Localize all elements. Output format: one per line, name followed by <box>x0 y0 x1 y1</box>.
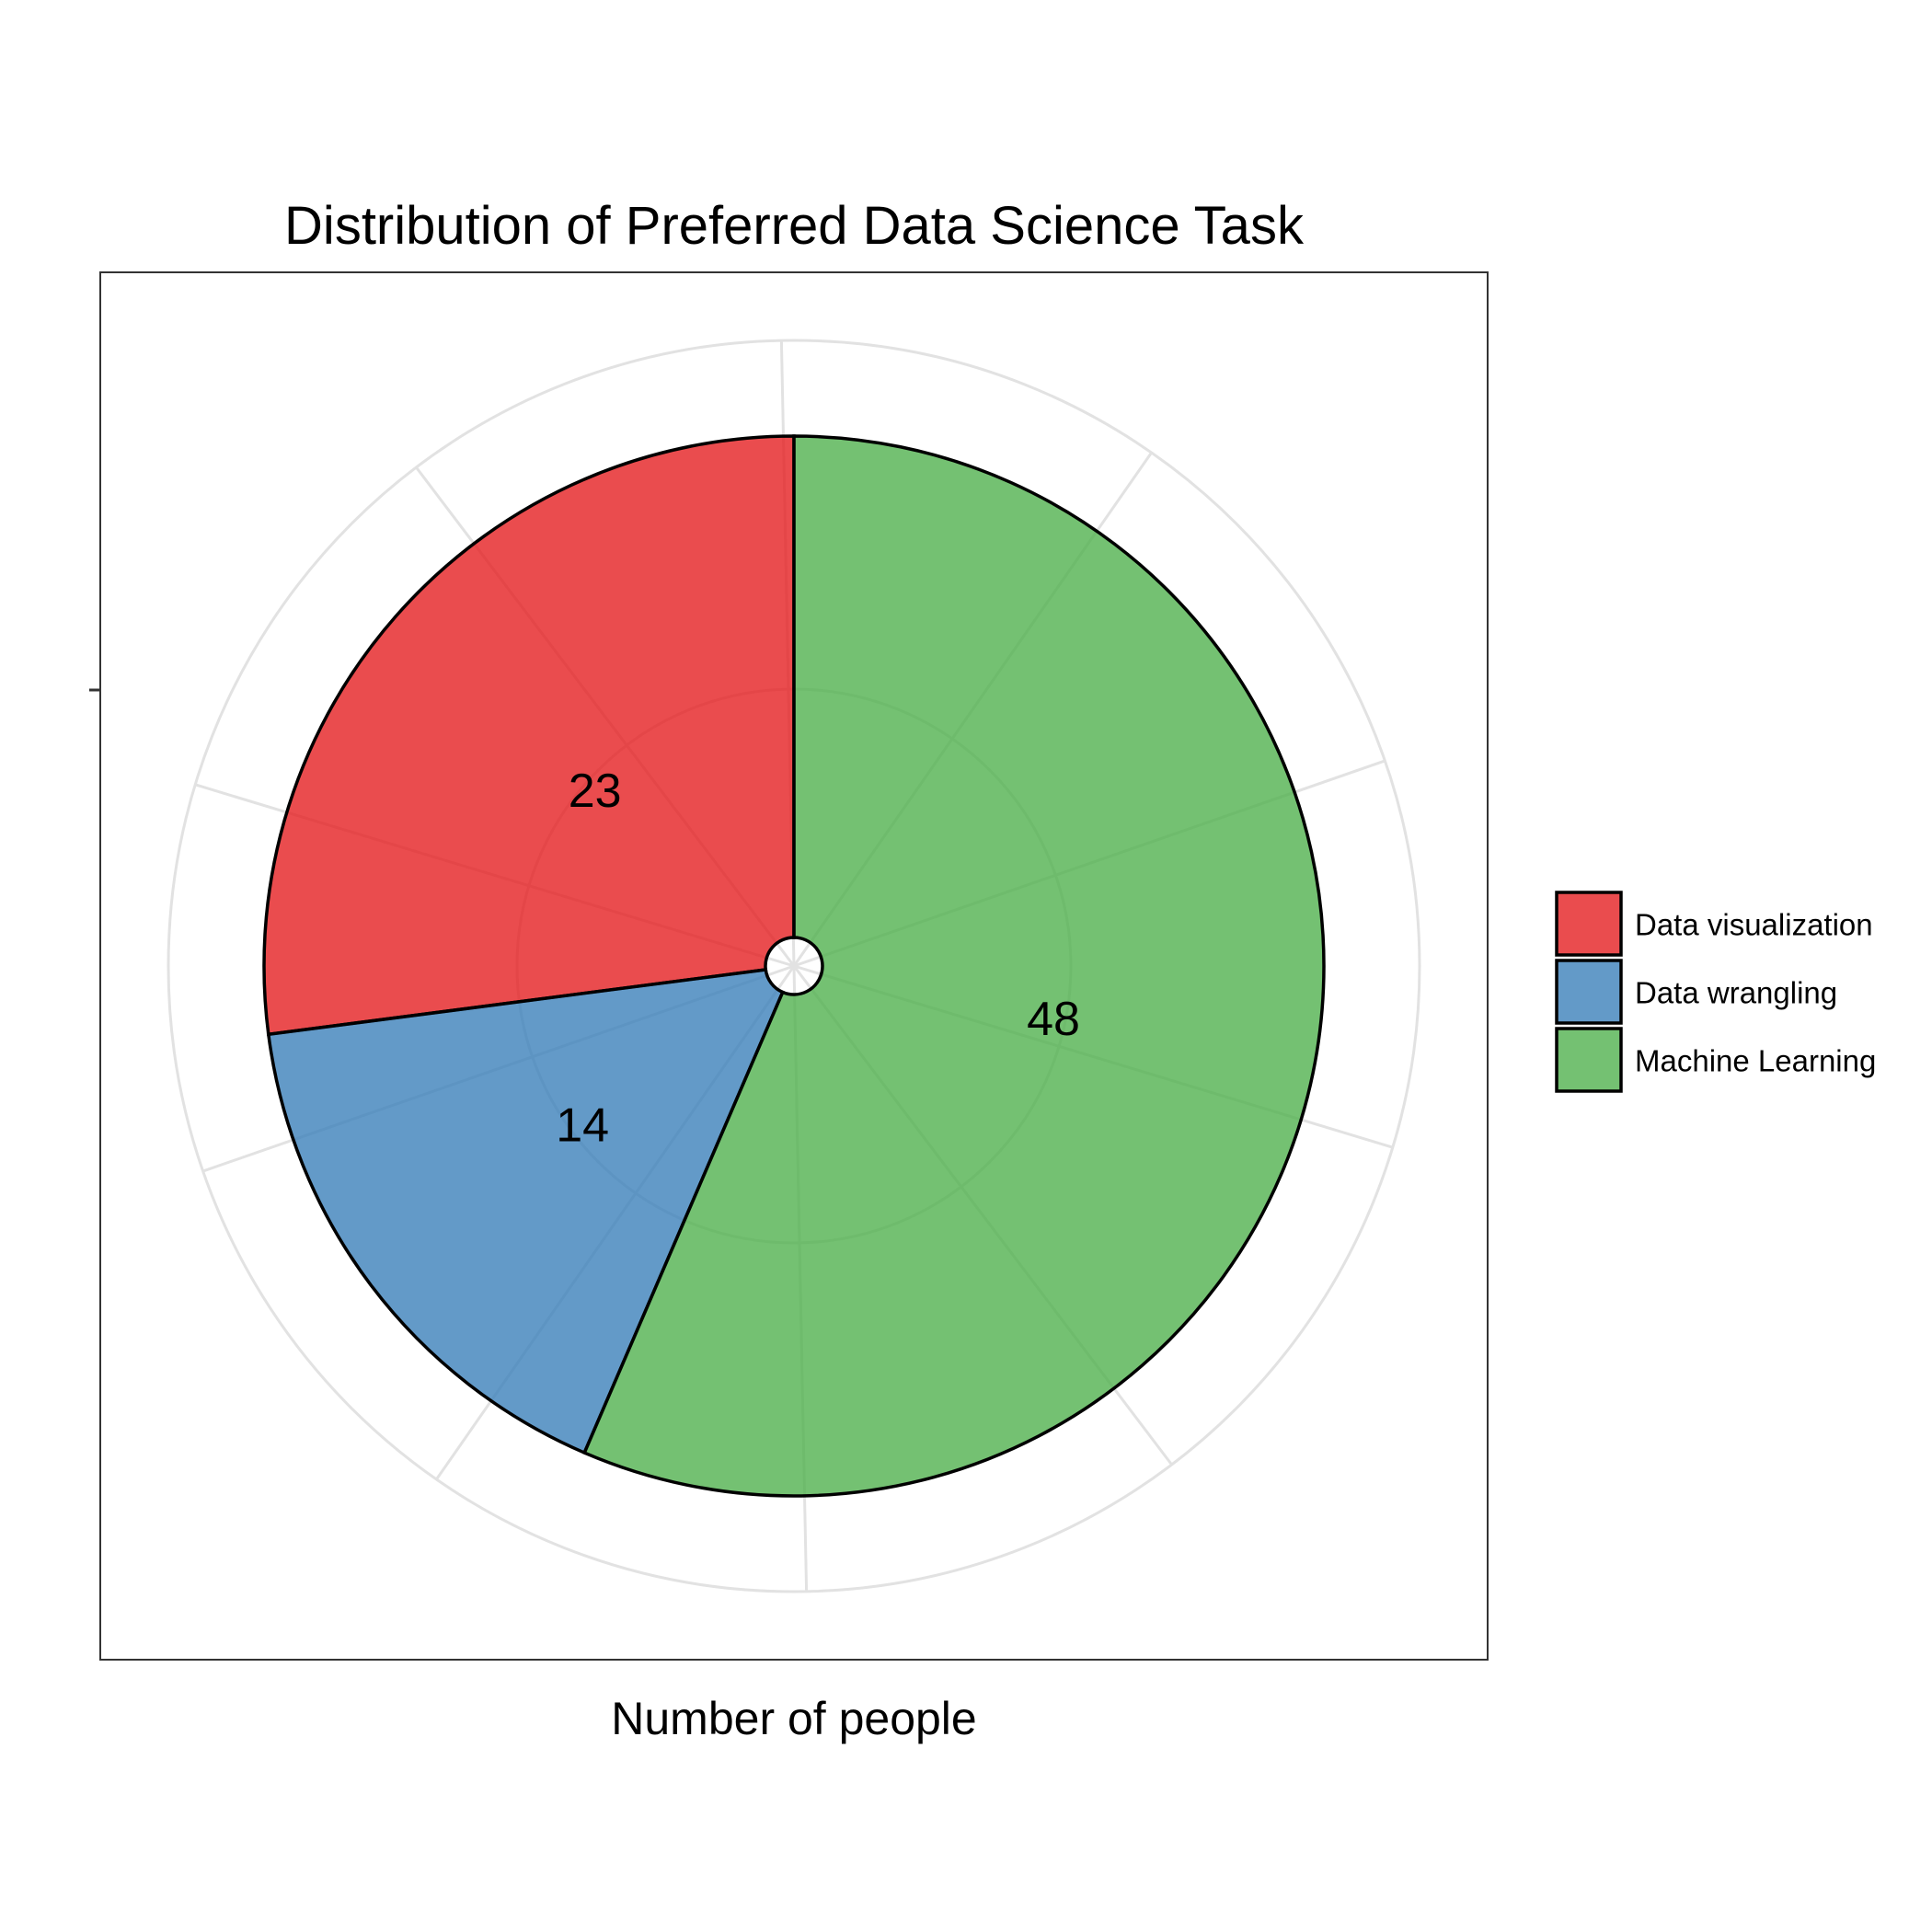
plot-panel-border <box>99 271 1489 1661</box>
legend-swatch-machine-learning <box>1555 1027 1623 1093</box>
slice-labels: 23 14 48 <box>556 765 1080 1153</box>
slice-label-data-wrangling: 14 <box>556 1099 609 1153</box>
x-axis-label: Number of people <box>611 1693 976 1744</box>
legend-label-machine-learning: Machine Learning <box>1635 1044 1876 1078</box>
slice-data-wrangling <box>266 968 786 1455</box>
legend-label-data-visualization: Data visualization <box>1635 908 1873 942</box>
slice-data-visualization <box>262 434 796 1037</box>
pie-slices <box>262 434 1326 1498</box>
slice-label-data-visualization: 23 <box>569 765 622 818</box>
legend-label-data-wrangling: Data wrangling <box>1635 976 1837 1010</box>
chart-title: Distribution of Preferred Data Science T… <box>284 196 1305 256</box>
legend: Data visualization Data wrangling Machine … <box>1555 891 1876 1093</box>
legend-swatch-data-wrangling <box>1555 959 1623 1025</box>
legend-swatch-data-visualization <box>1555 891 1623 957</box>
slice-machine-learning <box>581 434 1326 1498</box>
grid-circle-2 <box>167 339 1421 1593</box>
slice-label-machine-learning: 48 <box>1027 993 1080 1046</box>
